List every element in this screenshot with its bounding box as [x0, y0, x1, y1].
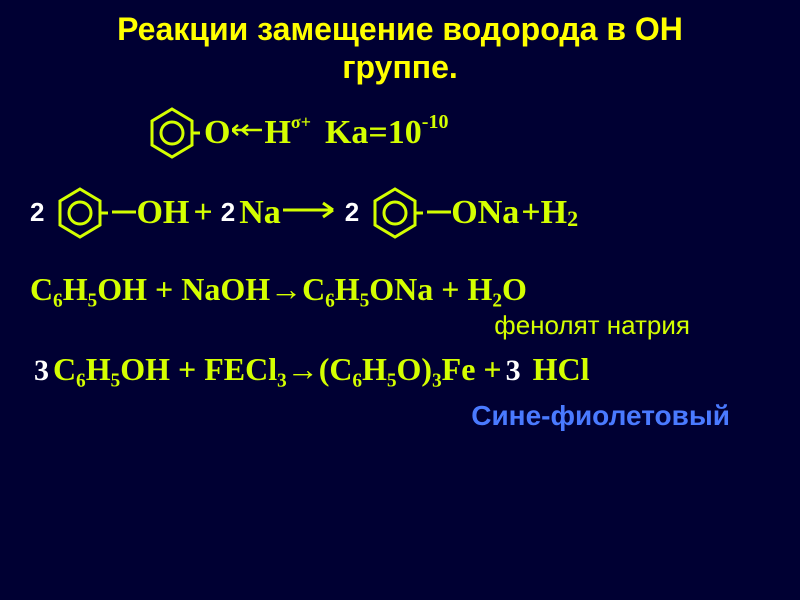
- benzene-ring-icon: [367, 185, 423, 241]
- sigma-plus: σ+: [291, 112, 311, 133]
- coef-fecl3-2: 3: [502, 354, 525, 387]
- oxygen-label: O: [204, 114, 230, 152]
- ka-equation-row: O H σ+ Ka= 10 -10: [120, 99, 800, 167]
- title-line2: группе.: [342, 49, 458, 85]
- reaction-arrow-icon: [281, 198, 341, 227]
- oh-group: OH: [136, 194, 189, 232]
- slide-title: Реакции замещение водорода в ОН группе.: [0, 0, 800, 95]
- bond-icon: [427, 204, 451, 222]
- plus-1: +: [193, 194, 212, 232]
- h2-sub: 2: [567, 206, 578, 232]
- ka-base: 10: [388, 114, 422, 152]
- coef-fecl3-1: 3: [30, 354, 53, 387]
- fecl3-equation: 3C₆H₅OH + FECl₃→(C₆H₅O)₃Fe +3 HCl: [0, 341, 800, 396]
- ona-group: ONa: [451, 194, 519, 232]
- ka-label: Ka=: [325, 114, 388, 152]
- title-line1: Реакции замещение водорода в ОН: [117, 11, 683, 47]
- naoh-equation-block: C₆H₅OH + NaOH→C₆H₅ONa + H₂O фенолят натр…: [0, 263, 800, 341]
- phenol-na-reaction: 2 OH + 2 Na 2 ONa + H 2: [6, 179, 800, 247]
- fecl3-right: HCl: [525, 351, 590, 387]
- color-result-label: Сине-фиолетовый: [0, 396, 800, 432]
- ka-exponent: -10: [422, 111, 449, 134]
- coef-3: 2: [341, 197, 363, 228]
- h2-base: H: [541, 194, 567, 232]
- phenolate-label: фенолят натрия: [0, 310, 800, 341]
- bond-icon: [112, 204, 136, 222]
- benzene-ring-icon: [52, 185, 108, 241]
- coef-2: 2: [217, 197, 239, 228]
- coef-1: 2: [26, 197, 48, 228]
- fecl3-left: C₆H₅OH + FECl₃→(C₆H₅O)₃Fe +: [53, 351, 502, 387]
- double-left-arrow-icon: [230, 120, 264, 145]
- naoh-equation: C₆H₅OH + NaOH→C₆H₅ONa + H₂O: [0, 263, 800, 316]
- hydrogen-label: H: [264, 114, 290, 152]
- plus-2: +: [521, 194, 540, 232]
- na-label: Na: [239, 194, 281, 232]
- benzene-ring-icon: [144, 105, 200, 161]
